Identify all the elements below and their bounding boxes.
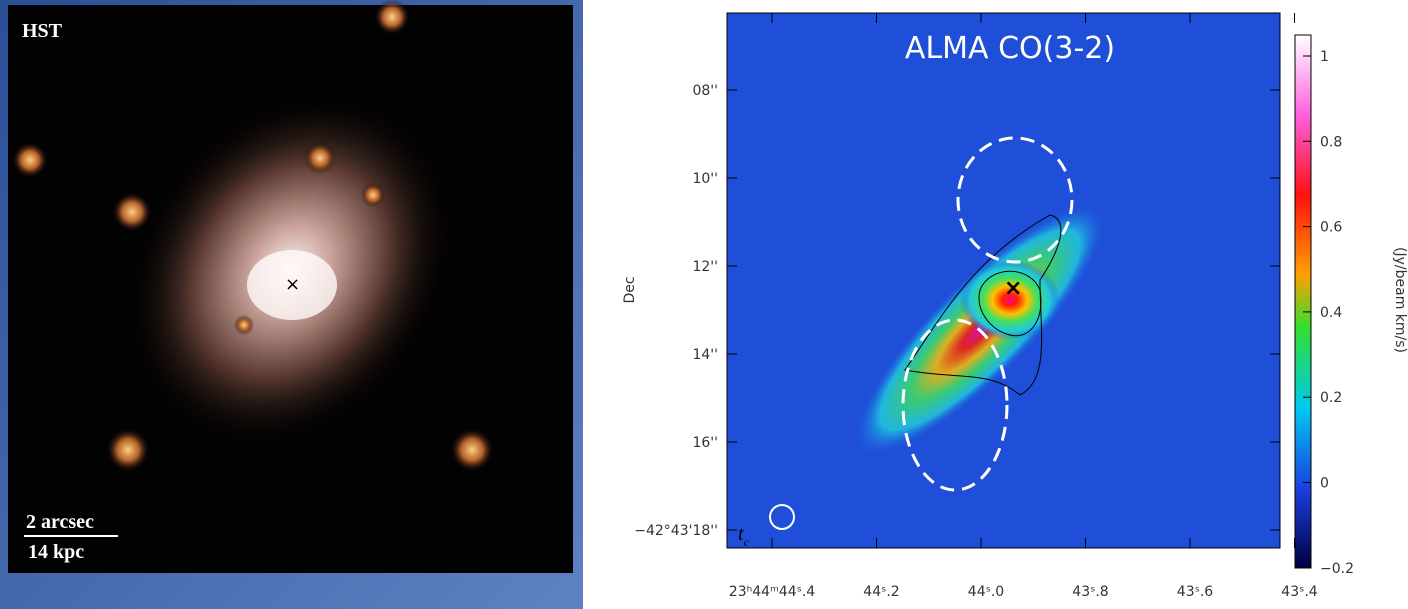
y-tick-label: 16'' xyxy=(692,435,718,451)
y-tick-label: 10'' xyxy=(692,171,718,187)
x-tick-label: 43ˢ.6 xyxy=(1177,584,1213,600)
scale-bar-top: 2 arcsec xyxy=(26,511,94,533)
y-tick-label: 12'' xyxy=(692,259,718,275)
y-tick-label: −42°43'18'' xyxy=(634,523,718,539)
x-tick-label: 23ʰ44ᵐ44ˢ.4 xyxy=(729,584,815,600)
x-tick-label: 43ˢ.4 xyxy=(1281,584,1317,600)
colorbar-tick-label: 0.8 xyxy=(1320,134,1342,150)
colorbar-tick-label: 0.2 xyxy=(1320,390,1342,406)
colorbar-tick-label: 0.6 xyxy=(1320,220,1342,236)
figure: × HST 2 arcsec 14 kpc × ALMA CO(3-2) tc … xyxy=(0,0,1408,609)
colorbar-tick-label: 0 xyxy=(1320,476,1329,492)
beam-label-sub: c xyxy=(744,535,750,549)
y-tick-label: 08'' xyxy=(692,83,718,99)
colorbar xyxy=(1295,35,1311,568)
center-marker: × xyxy=(285,274,300,295)
colorbar-label: (Jy/beam km/s) xyxy=(1392,247,1408,353)
panel-label: HST xyxy=(22,20,63,42)
x-tick-label: 44ˢ.2 xyxy=(863,584,899,600)
page: × HST 2 arcsec 14 kpc × ALMA CO(3-2) tc … xyxy=(0,0,1408,609)
colorbar-tick-label: −0.2 xyxy=(1320,561,1354,577)
svg-text:×: × xyxy=(1004,276,1022,301)
y-tick-label: 14'' xyxy=(692,347,718,363)
map-title: ALMA CO(3-2) xyxy=(905,31,1115,66)
colorbar-tick-label: 1 xyxy=(1320,49,1329,65)
colorbar-tick-label: 0.4 xyxy=(1320,305,1342,321)
alma-map: × xyxy=(727,13,1280,548)
y-axis-label: Dec xyxy=(622,276,638,303)
scale-bar-bottom: 14 kpc xyxy=(28,541,84,563)
x-tick-label: 44ˢ.0 xyxy=(968,584,1004,600)
x-tick-label: 43ˢ.8 xyxy=(1072,584,1108,600)
